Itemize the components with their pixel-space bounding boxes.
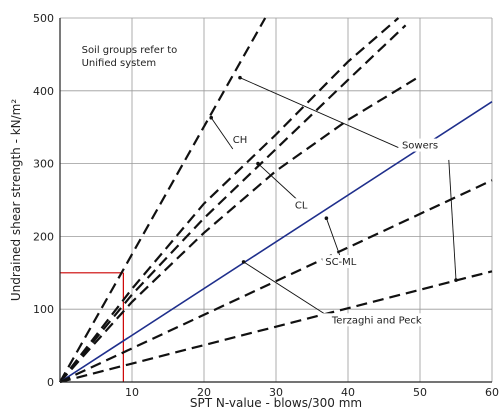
annotation-leader [243, 261, 327, 316]
annotation-leader [325, 218, 342, 259]
y-tick-label: 300 [33, 158, 54, 171]
chart-note-line: Unified system [82, 58, 157, 69]
leader-endpoint [238, 75, 242, 80]
x-tick-label: 10 [125, 386, 139, 399]
leader-endpoint [324, 216, 329, 220]
annotation-leaders [209, 75, 458, 316]
annotation-leader [448, 159, 457, 281]
annotation-label: Terzaghi and Peck [331, 315, 422, 326]
x-tick-label: 50 [413, 386, 427, 399]
chart-note: Soil groups refer to Unified system [82, 45, 178, 69]
annotation-label-bg [292, 198, 311, 212]
series-line-3 [59, 24, 407, 383]
tick-labels: 10 20 30 40 50 60 0 100 200 300 400 500 [33, 12, 499, 399]
series-line-2 [59, 17, 400, 383]
annotation-label: SC-ML [325, 257, 357, 268]
annotation-label: CH [233, 135, 248, 146]
axes [59, 18, 492, 383]
x-tick-label: 30 [269, 386, 283, 399]
annotation-labels: CH CL Sowers SC-ML Terzaghi and Peck [230, 132, 442, 327]
x-tick-label: 20 [197, 386, 211, 399]
y-tick-label: 0 [47, 376, 54, 389]
y-tick-label: 500 [33, 12, 54, 25]
x-tick-label: 40 [341, 386, 355, 399]
gridlines [60, 17, 493, 382]
annotation-leader [239, 77, 399, 148]
x-tick-label: 60 [485, 386, 499, 399]
y-tick-label: 200 [33, 230, 54, 243]
series-line-4 [59, 75, 421, 383]
annotation-label-bg [321, 313, 433, 327]
leader-endpoint [241, 260, 246, 264]
annotation-label-bg [230, 132, 250, 146]
y-axis-title: Undrained shear strength - kN/m² [9, 99, 23, 302]
x-axis-title: SPT N-value - blows/300 mm [190, 396, 362, 410]
reference-lines [60, 272, 124, 382]
series-line-7 [59, 270, 493, 384]
series-line-6 [59, 179, 493, 383]
y-tick-label: 100 [33, 303, 54, 316]
y-tick-label: 400 [33, 85, 54, 98]
leader-endpoint [209, 115, 213, 120]
chart-note-line: Soil groups refer to [82, 45, 178, 56]
annotation-label: CL [295, 200, 308, 211]
annotation-label-bg [398, 138, 442, 152]
annotation-leader [257, 163, 298, 201]
leader-endpoint [454, 278, 458, 282]
annotation-label: Sowers [402, 141, 438, 152]
annotation-leader [210, 117, 234, 150]
annotation-label-bg [322, 255, 360, 269]
series-line-1 [59, 17, 267, 383]
leader-endpoint [256, 161, 260, 166]
